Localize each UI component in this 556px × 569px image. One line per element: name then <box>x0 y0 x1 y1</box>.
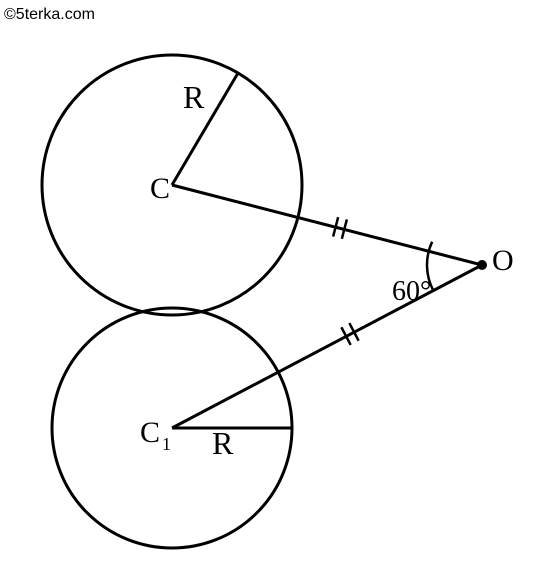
watermark-text: ©5terka.com <box>4 6 95 24</box>
label-C1-subscript: 1 <box>162 434 171 454</box>
line-O-to-C <box>172 185 482 265</box>
radius-top <box>172 73 238 185</box>
point-O-dot <box>477 260 487 270</box>
label-C: C <box>150 172 170 205</box>
label-C1: C <box>140 416 160 449</box>
label-angle: 60° <box>392 276 431 307</box>
geometry-diagram: R C O 60° C 1 R <box>0 0 556 569</box>
label-O: O <box>492 244 514 277</box>
label-R-bottom: R <box>212 425 234 461</box>
label-R-top: R <box>183 79 205 115</box>
line-O-to-C1 <box>172 265 482 428</box>
